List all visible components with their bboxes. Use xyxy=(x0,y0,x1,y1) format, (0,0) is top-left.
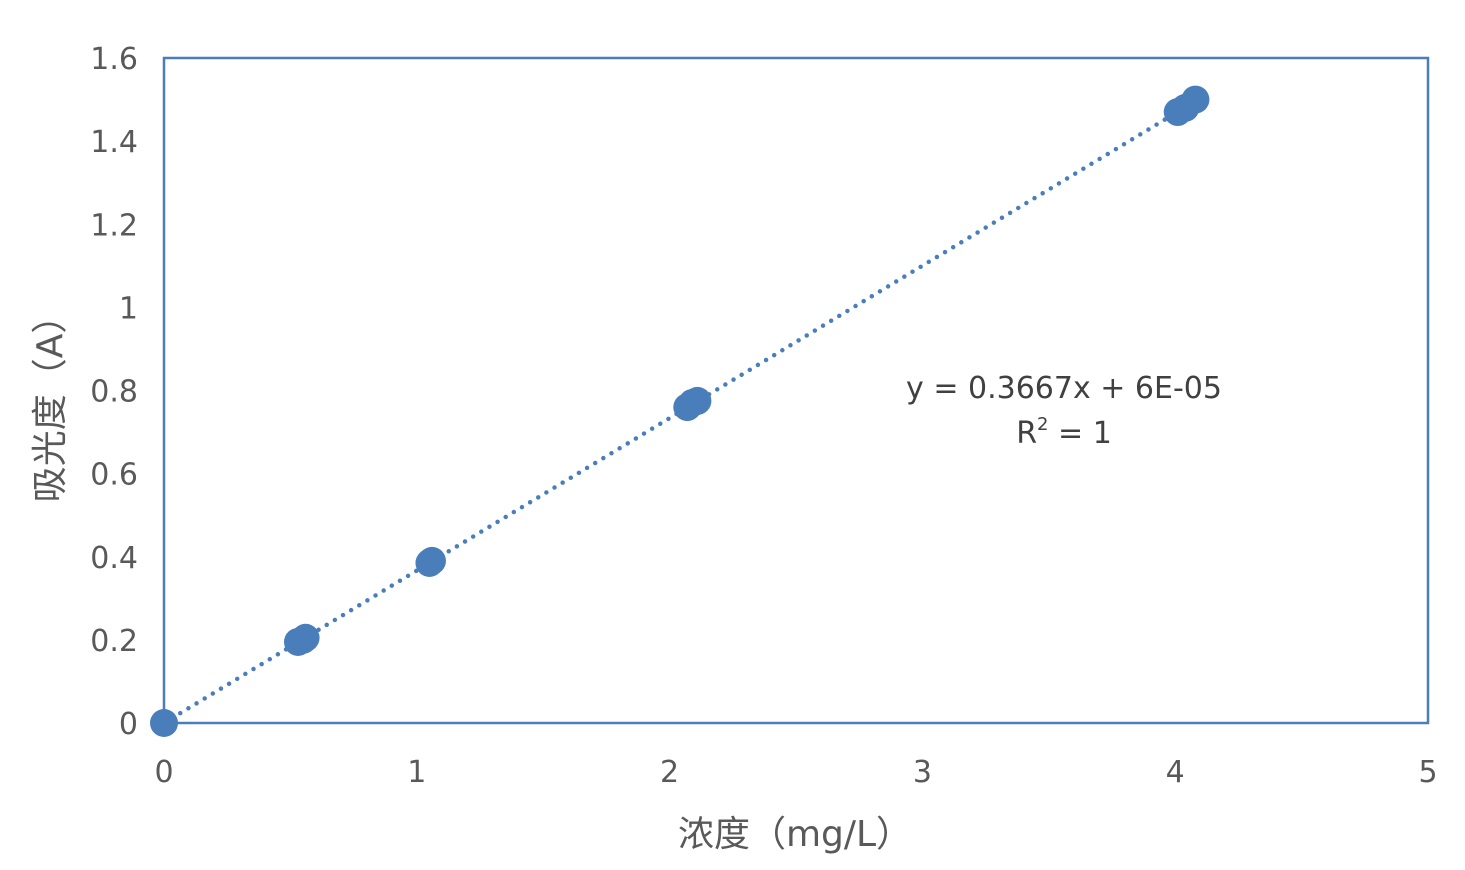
x-tick-label: 2 xyxy=(660,755,679,790)
y-tick-label: 0 xyxy=(119,707,138,742)
x-tick-label: 1 xyxy=(407,755,426,790)
data-point xyxy=(150,709,178,737)
x-axis-ticks: 0 1 2 3 4 5 xyxy=(154,755,1437,790)
data-point xyxy=(683,386,712,415)
data-point xyxy=(1181,85,1210,114)
trendline-path xyxy=(161,98,1198,726)
y-tick-label: 0.8 xyxy=(90,375,138,410)
x-tick-label: 0 xyxy=(154,755,173,790)
y-axis-ticks: 0 0.2 0.4 0.6 0.8 1 1.2 1.4 1.6 xyxy=(90,42,138,742)
data-point xyxy=(291,623,320,652)
y-tick-label: 1.2 xyxy=(90,208,138,243)
y-tick-label: 1 xyxy=(119,291,138,326)
y-tick-label: 0.4 xyxy=(90,541,138,576)
x-tick-label: 5 xyxy=(1418,755,1437,790)
y-tick-label: 0.2 xyxy=(90,624,138,659)
y-tick-label: 1.6 xyxy=(90,42,138,77)
trendline-equation: y = 0.3667x + 6E-05 xyxy=(906,371,1222,406)
y-tick-label: 0.6 xyxy=(90,458,138,493)
y-axis-title: 吸光度（A） xyxy=(30,298,71,503)
plot-border xyxy=(162,56,1430,725)
x-axis-title: 浓度（mg/L） xyxy=(678,814,912,855)
data-point xyxy=(417,546,446,575)
x-tick-label: 4 xyxy=(1166,755,1185,790)
r-squared-label: R2 = 1 xyxy=(1016,414,1112,451)
y-tick-label: 1.4 xyxy=(90,125,138,160)
trendline xyxy=(161,98,1198,726)
data-series xyxy=(150,85,1210,737)
x-tick-label: 3 xyxy=(913,755,932,790)
plot-area xyxy=(162,56,1430,725)
